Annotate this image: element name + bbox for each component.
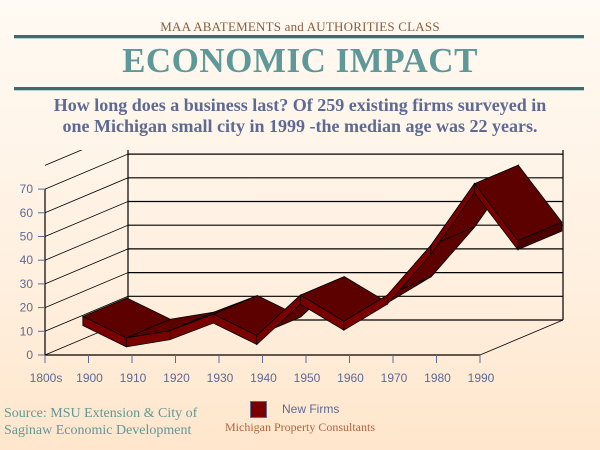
question-text: How long does a business last? Of 259 ex… — [0, 95, 600, 137]
chart-tick-labels: 0 10 20 30 40 50 60 70 1800s 1900 1910 1920 1930 1940… — [20, 182, 495, 385]
y-tick-label: 50 — [20, 230, 34, 244]
credit-text: Michigan Property Consultants — [225, 420, 375, 434]
course-title: MAA ABATEMENTS and AUTHORITIES CLASS — [160, 19, 440, 34]
gridline-side — [44, 177, 129, 214]
x-tick-label: 1900 — [76, 371, 103, 385]
ribbon-end-cap — [517, 221, 563, 251]
x-tick-label: 1950 — [294, 371, 321, 385]
x-tick-label: 1940 — [250, 371, 277, 385]
y-tick-label: 30 — [20, 277, 34, 291]
x-tick-label: 1910 — [120, 371, 147, 385]
source-line-2: Saginaw Economic Development — [4, 423, 192, 438]
page-title: ECONOMIC IMPACT — [122, 41, 478, 80]
gridline-side — [44, 150, 83, 166]
gridline-side — [44, 295, 129, 332]
x-tick-label: 1990 — [468, 371, 495, 385]
top-divider — [14, 35, 584, 39]
gridline-side — [44, 153, 129, 190]
y-tick-label: 0 — [26, 348, 33, 362]
title-divider — [14, 87, 584, 91]
series-new-firms — [81, 164, 563, 348]
y-tick-label: 10 — [20, 324, 34, 338]
question-line-2: one Michigan small city in 1999 -the med… — [62, 116, 538, 136]
gridline-side — [44, 272, 129, 308]
ribbon-top-segment — [299, 276, 389, 322]
y-tick-label: 70 — [20, 182, 34, 196]
legend-label-new-firms: New Firms — [282, 402, 340, 416]
question-line-1: How long does a business last? Of 259 ex… — [53, 95, 547, 115]
chart-axes — [38, 188, 481, 363]
floor-right-edge — [479, 319, 564, 356]
legend-swatch-new-firms — [250, 401, 267, 418]
x-tick-label: 1930 — [207, 371, 234, 385]
chart-3d-line: 0 10 20 30 40 50 60 70 1800s 1900 1910 1920 1930 1940… — [20, 150, 564, 385]
x-tick-label: 1920 — [163, 371, 190, 385]
source-note: Source: MSU Extension & City of Saginaw … — [4, 405, 197, 439]
y-tick-label: 20 — [20, 301, 34, 315]
gridline-side — [44, 248, 129, 285]
gridline-side — [44, 201, 129, 237]
x-tick-label: 1980 — [424, 371, 451, 385]
x-tick-label: 1960 — [337, 371, 364, 385]
x-tick-label: 1800s — [30, 371, 63, 385]
x-tick-label: 1970 — [381, 371, 408, 385]
y-tick-label: 60 — [20, 206, 34, 220]
gridline-side — [44, 224, 129, 261]
source-line-1: Source: MSU Extension & City of — [4, 406, 198, 421]
y-tick-label: 40 — [20, 253, 34, 267]
